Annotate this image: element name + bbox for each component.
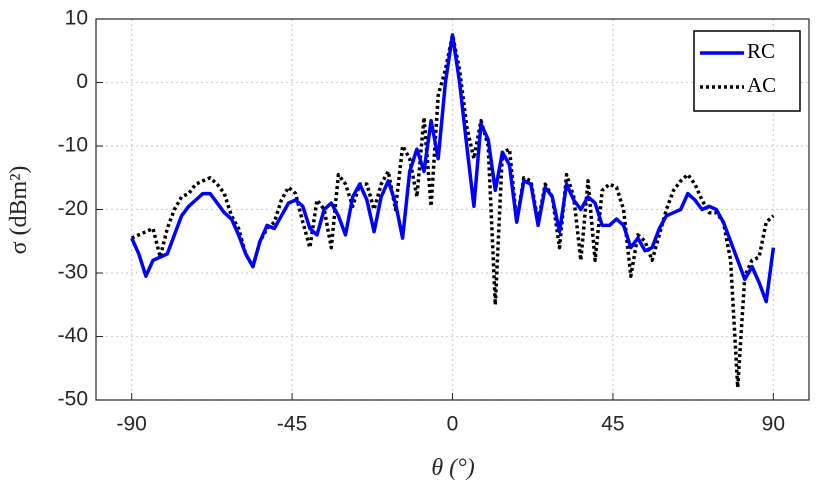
plot-frame (95, 18, 810, 401)
legend-box (693, 30, 801, 112)
y-tick-label: 10 (65, 7, 88, 30)
y-tick-label: -30 (58, 261, 88, 284)
x-tick-label: 45 (601, 413, 624, 436)
y-tick-label: -40 (58, 324, 88, 347)
x-tick-label: 0 (447, 413, 459, 436)
y-tick-label: -10 (58, 134, 88, 157)
series-line (130, 33, 775, 390)
legend-label: AC (747, 73, 776, 97)
x-tick-label: -90 (116, 413, 146, 436)
y-tick-label: -50 (58, 388, 88, 411)
x-tick-label: 90 (762, 413, 785, 436)
x-axis-label: θ (°) (431, 455, 474, 481)
y-axis-label: σ (dBm²) (6, 166, 32, 255)
y-tick-label: -20 (58, 197, 88, 220)
series-line (130, 33, 776, 304)
y-tick-label: 0 (76, 70, 88, 93)
x-tick-label: -45 (277, 413, 307, 436)
legend-label: RC (747, 39, 775, 63)
